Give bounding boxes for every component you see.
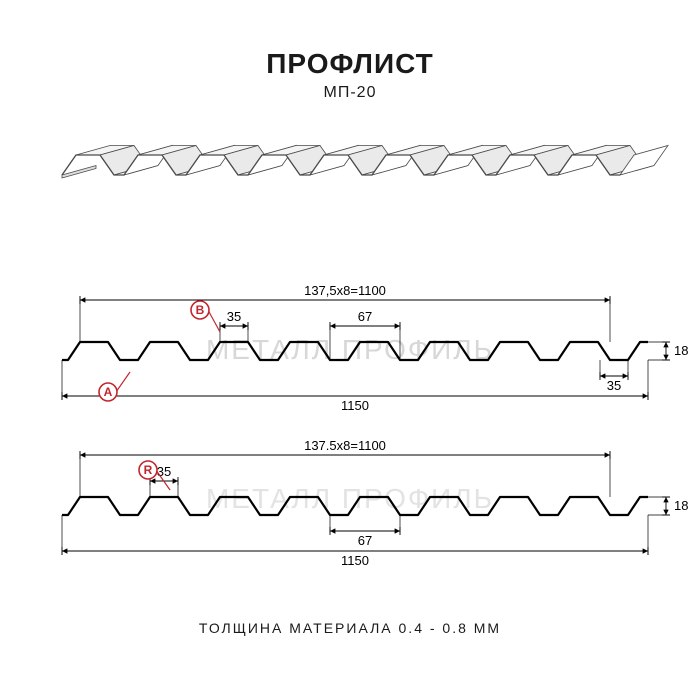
svg-text:1150: 1150: [341, 398, 369, 413]
svg-text:18: 18: [674, 343, 688, 358]
svg-text:35: 35: [227, 309, 241, 324]
svg-text:137.5х8=1100: 137.5х8=1100: [304, 438, 386, 453]
svg-text:18: 18: [674, 498, 688, 513]
svg-text:B: B: [196, 303, 205, 317]
diagram-canvas: 137,5х8=1100 35 67 35 18 1150 A B 137.5х8=1100 3…: [0, 0, 700, 700]
svg-text:1150: 1150: [341, 553, 369, 568]
svg-text:R: R: [144, 463, 153, 477]
svg-text:137,5х8=1100: 137,5х8=1100: [304, 283, 386, 298]
thickness-label: ТОЛЩИНА МАТЕРИАЛА 0.4 - 0.8 ММ: [0, 620, 700, 636]
svg-text:35: 35: [157, 464, 171, 479]
svg-text:67: 67: [358, 533, 372, 548]
cross-section-lower: 137.5х8=1100 35 67 18 1150 R: [62, 438, 688, 568]
svg-text:35: 35: [607, 378, 621, 393]
isometric-view: [62, 145, 668, 178]
svg-text:A: A: [104, 385, 113, 399]
cross-section-upper: 137,5х8=1100 35 67 35 18 1150 A B: [62, 283, 688, 413]
svg-text:67: 67: [358, 309, 372, 324]
